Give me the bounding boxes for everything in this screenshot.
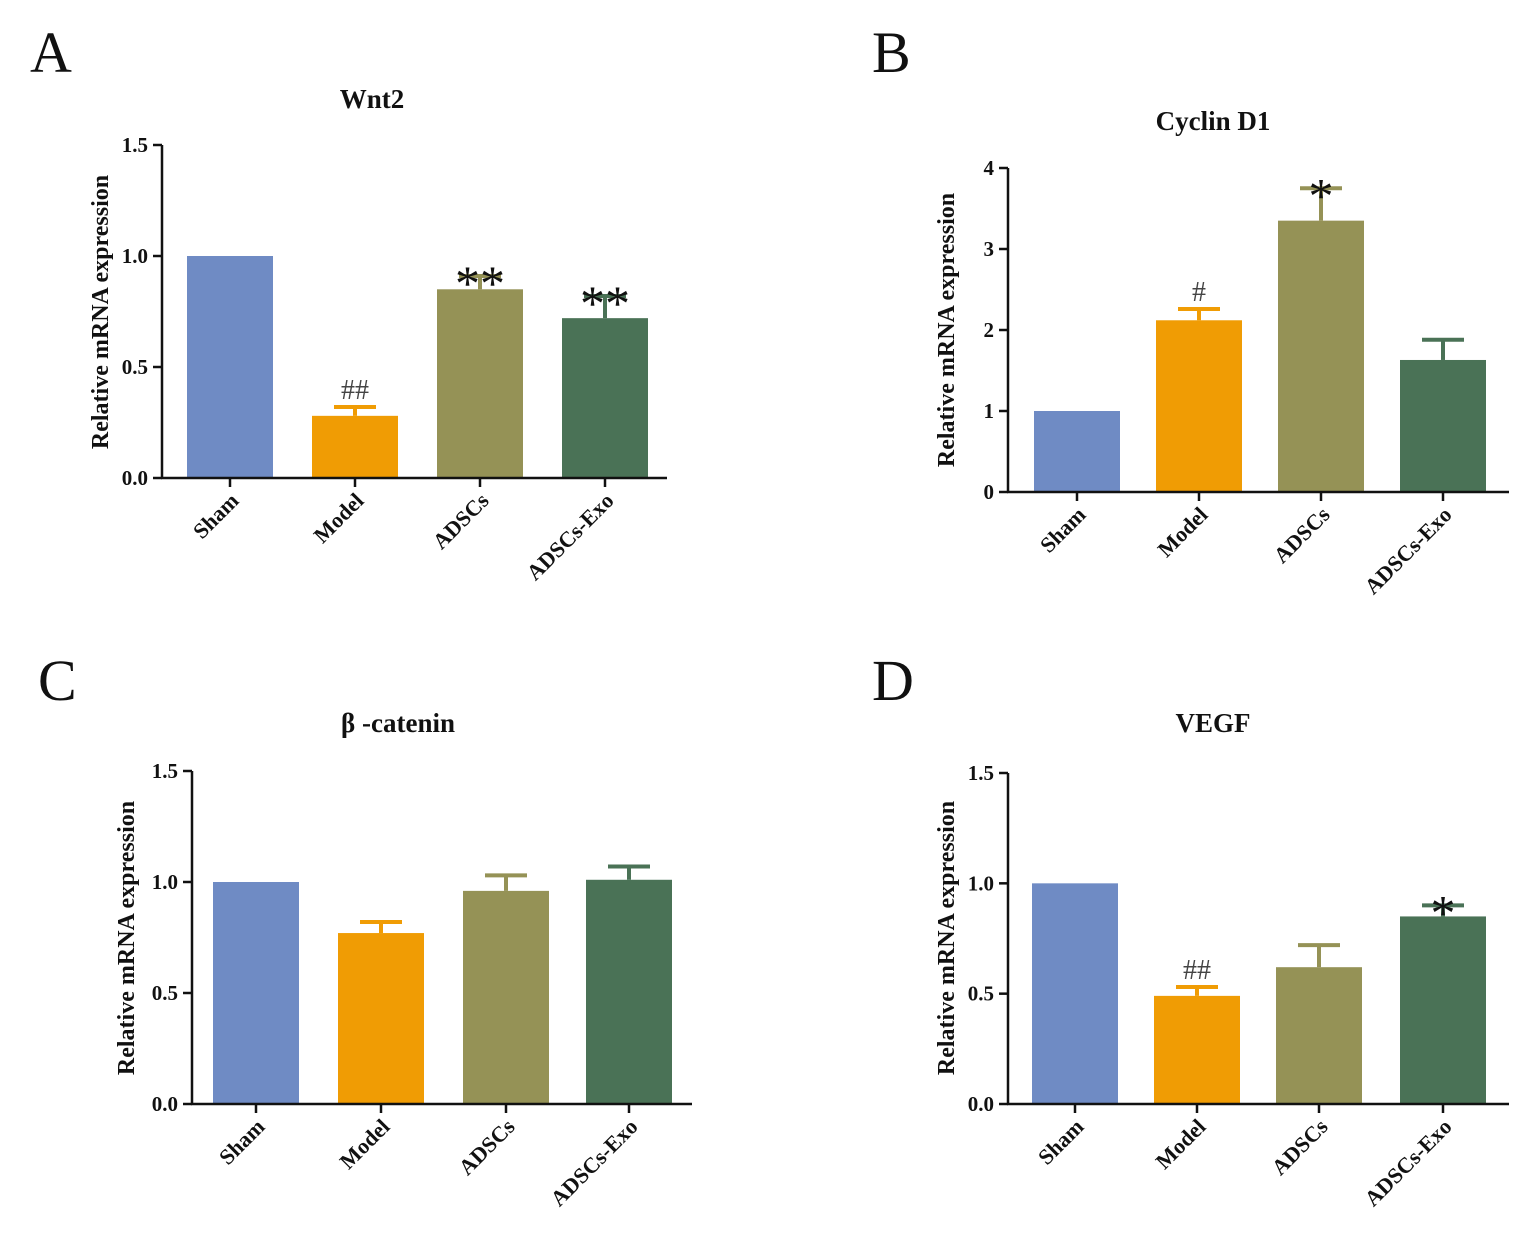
bar — [1032, 883, 1118, 1104]
chart-panel-c: Cβ -catenin Relative mRNA expression 0.0 0.… — [38, 648, 692, 1211]
panel-letter: C — [38, 648, 77, 713]
x-tick-label: Model — [335, 1114, 395, 1174]
bar — [1276, 967, 1362, 1104]
y-tick-label: 3 — [984, 237, 995, 261]
bar — [463, 890, 549, 1104]
y-tick-label: 0.5 — [122, 355, 148, 379]
y-tick-label: 1.0 — [152, 870, 178, 894]
chart-title: Wnt2 — [340, 84, 405, 114]
y-axis-label: Relative mRNA expression — [114, 801, 140, 1075]
bar — [1156, 320, 1242, 492]
chart-panel-a: A Wnt2 Relative mRNA expression ## ** ** 0.0 0.… — [30, 20, 667, 585]
significance-marker: ** — [455, 255, 505, 311]
x-tick-label: Sham — [188, 488, 244, 544]
bar — [1034, 411, 1120, 492]
x-tick-label: ADSCs — [1266, 1114, 1332, 1180]
chart-title: β -catenin — [341, 708, 455, 738]
y-tick-label: 1.5 — [152, 759, 178, 783]
panel-letter: A — [30, 20, 72, 85]
y-axis-label: Relative mRNA expression — [934, 193, 960, 467]
x-tick-label: ADSCs — [427, 488, 493, 554]
y-tick-label: 4 — [984, 156, 995, 180]
y-axis-label: Relative mRNA expression — [88, 175, 114, 449]
significance-marker: ## — [1183, 955, 1211, 986]
x-tick-label: Model — [309, 488, 369, 548]
y-tick-label: 0.0 — [968, 1092, 994, 1116]
bar — [1400, 916, 1486, 1104]
chart-title: Cyclin D1 — [1156, 106, 1271, 136]
bar — [312, 415, 398, 478]
chart-panel-b: B Cyclin D1 Relative mRNA expression # * 0 1 2 3… — [872, 20, 1509, 599]
x-tick-label: ADSCs-Exo — [1359, 1114, 1456, 1211]
y-tick-label: 1.5 — [122, 133, 148, 157]
panel-letter: B — [872, 20, 911, 85]
bar — [338, 933, 424, 1104]
significance-marker: ## — [341, 375, 369, 406]
y-tick-label: 0 — [984, 480, 995, 504]
y-tick-label: 2 — [984, 318, 995, 342]
bar — [187, 256, 273, 478]
x-tick-label: ADSCs-Exo — [521, 488, 618, 585]
y-tick-label: 1.0 — [122, 244, 148, 268]
y-tick-label: 1 — [984, 399, 995, 423]
y-tick-label: 1.5 — [968, 761, 994, 785]
bar — [213, 882, 299, 1104]
panel-letter: D — [872, 648, 914, 713]
significance-marker: ** — [580, 275, 630, 331]
y-tick-label: 1.0 — [968, 871, 994, 895]
bar — [1154, 995, 1240, 1104]
chart-title: VEGF — [1175, 708, 1250, 738]
significance-marker: # — [1192, 277, 1206, 308]
x-tick-label: Sham — [1033, 1114, 1089, 1170]
x-tick-label: ADSCs — [1268, 502, 1334, 568]
x-tick-label: Sham — [1035, 502, 1091, 558]
bar — [1278, 220, 1364, 492]
chart-panel-d: D VEGF Relative mRNA expression ## * 0.0 0.5 1.… — [872, 648, 1509, 1211]
x-tick-label: ADSCs — [453, 1114, 519, 1180]
y-tick-label: 0.0 — [152, 1092, 178, 1116]
bar — [437, 289, 523, 478]
y-tick-label: 0.5 — [152, 981, 178, 1005]
y-tick-label: 0.5 — [968, 982, 994, 1006]
bar — [562, 318, 648, 478]
x-tick-label: Model — [1151, 1114, 1211, 1174]
x-tick-label: Sham — [214, 1114, 270, 1170]
bar — [1400, 359, 1486, 492]
significance-marker: * — [1431, 884, 1456, 940]
y-tick-label: 0.0 — [122, 466, 148, 490]
y-axis-label: Relative mRNA expression — [934, 801, 960, 1075]
x-tick-label: ADSCs-Exo — [545, 1114, 642, 1211]
bar — [586, 879, 672, 1104]
x-tick-label: Model — [1153, 502, 1213, 562]
x-tick-label: ADSCs-Exo — [1359, 502, 1456, 599]
significance-marker: * — [1309, 167, 1334, 223]
